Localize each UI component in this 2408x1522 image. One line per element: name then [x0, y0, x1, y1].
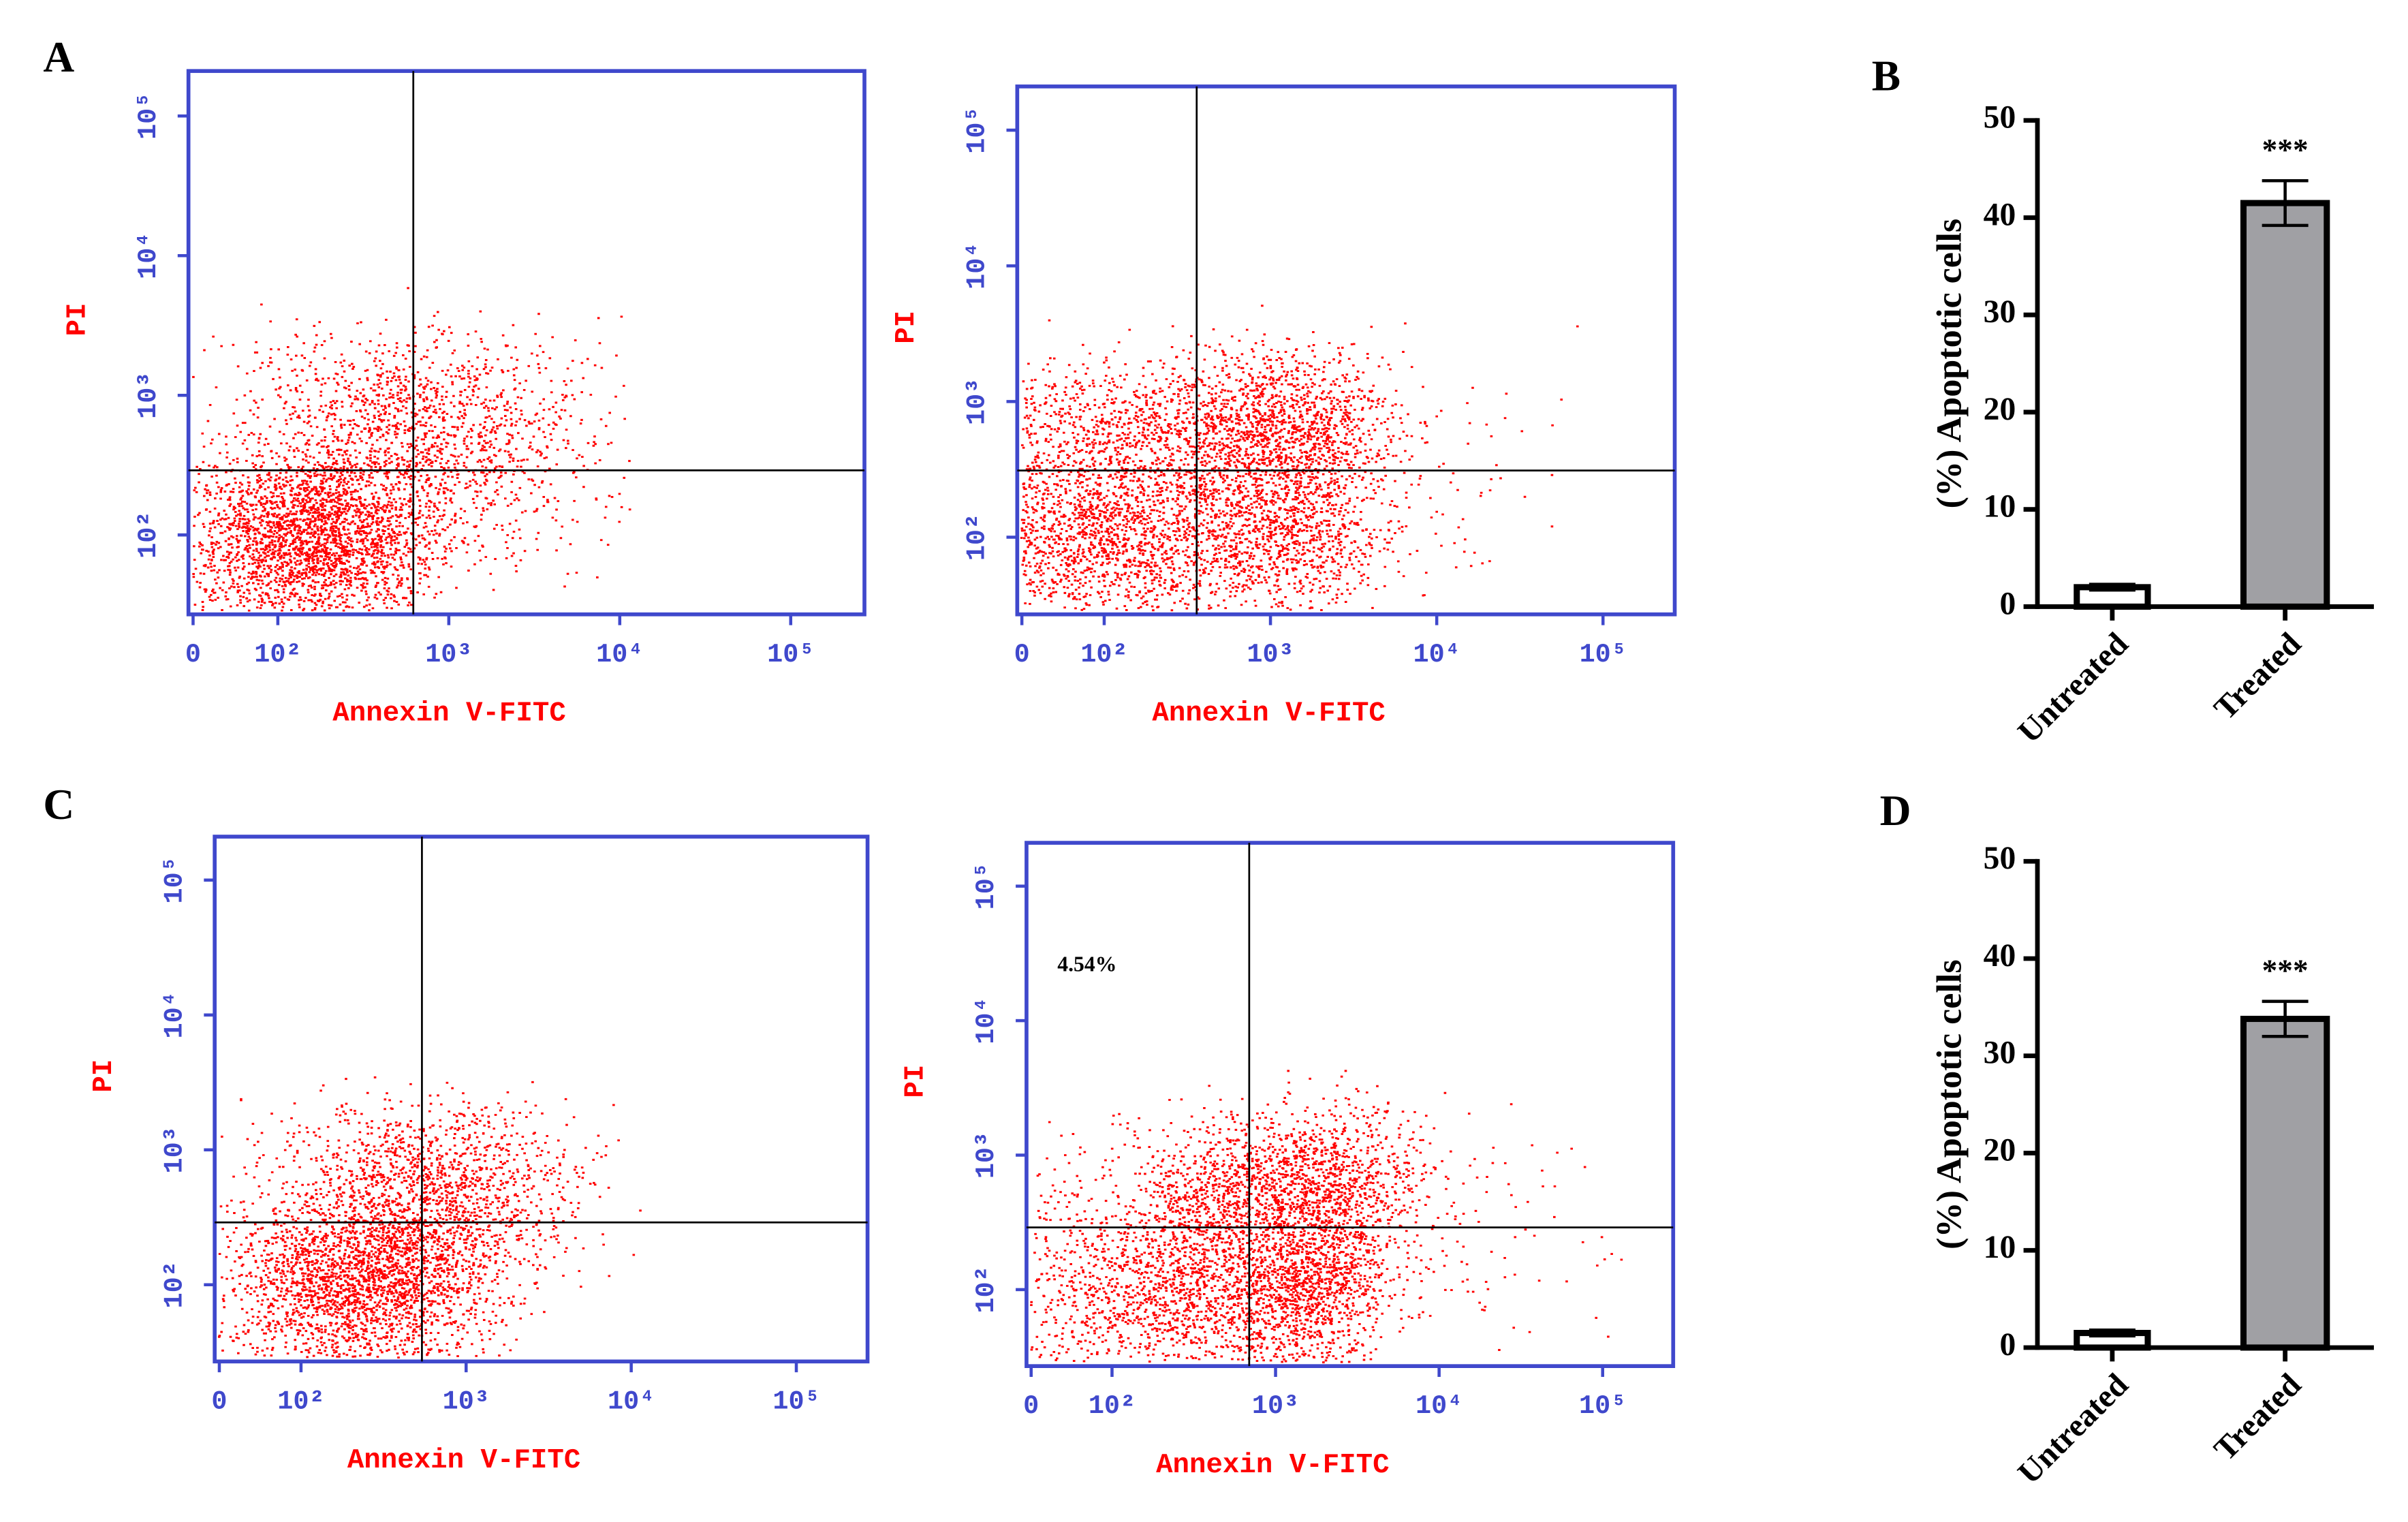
- y-tick-label: 10⁵: [963, 106, 992, 153]
- y-tick-label: 10: [1984, 489, 2016, 525]
- y-axis-label: (%) Apoptotic cells: [1930, 959, 1969, 1249]
- x-tick-label: 10³: [1252, 1391, 1299, 1421]
- y-tick-label: 10⁵: [971, 863, 1001, 910]
- y-tick-label: 10: [1984, 1230, 2016, 1265]
- bar: [2240, 200, 2330, 610]
- significance: ***: [2262, 133, 2309, 167]
- panel-label: D: [1880, 786, 1911, 835]
- x-tick-label: 0: [211, 1386, 227, 1416]
- x-tick-label: 10³: [425, 640, 472, 670]
- x-tick-label: Untreated: [2012, 626, 2136, 750]
- x-tick-label: 10²: [1080, 640, 1127, 670]
- x-tick-label: 10³: [443, 1386, 490, 1416]
- y-tick-label: 10²: [971, 1266, 1001, 1313]
- y-axis-label: PI: [901, 1065, 932, 1098]
- y-axis-label: PI: [891, 311, 922, 344]
- x-tick-label: 10⁵: [772, 1386, 819, 1416]
- y-tick-label: 20: [1984, 1132, 2016, 1168]
- event-cloud: [1020, 305, 1579, 612]
- y-tick-label: 10⁴: [134, 232, 163, 279]
- panel-label: C: [43, 780, 74, 828]
- y-tick-label: 0: [1999, 1327, 2016, 1363]
- x-tick-label: 10⁴: [596, 640, 643, 670]
- x-tick-label: Treated: [2208, 1367, 2309, 1468]
- x-tick-label: Untreated: [2012, 1367, 2136, 1491]
- y-axis-label: PI: [62, 303, 93, 337]
- x-tick-label: 0: [185, 640, 201, 670]
- y-tick-label: 0: [1999, 586, 2016, 621]
- quadrant-percentage: 4.54%: [1057, 952, 1116, 976]
- y-tick-label: 50: [1984, 100, 2016, 136]
- y-tick-label: 10³: [134, 372, 163, 419]
- event-cloud: [217, 1076, 642, 1359]
- y-tick-label: 10⁴: [963, 243, 992, 290]
- x-axis-label: Annexin V-FITC: [347, 1445, 580, 1476]
- y-tick-label: 10⁴: [159, 991, 189, 1038]
- y-tick-label: 10³: [159, 1126, 189, 1173]
- y-tick-label: 30: [1984, 294, 2016, 330]
- y-tick-label: 30: [1984, 1036, 2016, 1071]
- x-tick-label: 10²: [254, 640, 301, 670]
- y-tick-label: 40: [1984, 938, 2016, 974]
- x-tick-label: 10²: [277, 1386, 324, 1416]
- y-tick-label: 10²: [963, 514, 992, 561]
- y-tick-label: 50: [1984, 841, 2016, 876]
- y-tick-label: 40: [1984, 197, 2016, 232]
- y-tick-label: 10⁵: [159, 856, 189, 903]
- x-tick-label: 10⁵: [767, 640, 814, 670]
- bar: [2240, 1015, 2330, 1351]
- x-tick-label: 0: [1023, 1391, 1039, 1421]
- panel-label: A: [43, 33, 74, 81]
- y-tick-label: 20: [1984, 392, 2016, 427]
- y-tick-label: 10⁴: [971, 997, 1001, 1044]
- x-tick-label: Treated: [2208, 626, 2309, 727]
- x-tick-label: 10³: [1247, 640, 1294, 670]
- event-cloud: [1030, 1070, 1623, 1364]
- x-tick-label: 10⁵: [1580, 640, 1627, 670]
- plot-frame: [213, 835, 870, 1364]
- x-tick-label: 10²: [1089, 1391, 1136, 1421]
- y-tick-label: 10²: [134, 512, 163, 559]
- x-tick-label: 0: [1014, 640, 1030, 670]
- plot-frame: [186, 69, 866, 617]
- x-tick-label: 10⁴: [1413, 640, 1460, 670]
- significance: ***: [2262, 953, 2309, 987]
- x-axis-label: Annexin V-FITC: [1156, 1450, 1390, 1481]
- panel-label: B: [1872, 51, 1901, 99]
- y-tick-label: 10³: [971, 1132, 1001, 1179]
- x-axis-label: Annexin V-FITC: [332, 698, 565, 730]
- y-axis-label: PI: [89, 1059, 120, 1093]
- y-tick-label: 10²: [159, 1261, 189, 1308]
- y-axis-label: (%) Apoptotic cells: [1930, 219, 1969, 509]
- x-tick-label: 10⁴: [608, 1386, 655, 1416]
- x-tick-label: 10⁴: [1416, 1391, 1463, 1421]
- y-tick-label: 10³: [963, 378, 992, 425]
- x-axis-label: Annexin V-FITC: [1152, 698, 1386, 730]
- y-tick-label: 10⁵: [134, 93, 163, 140]
- x-tick-label: 10⁵: [1579, 1391, 1626, 1421]
